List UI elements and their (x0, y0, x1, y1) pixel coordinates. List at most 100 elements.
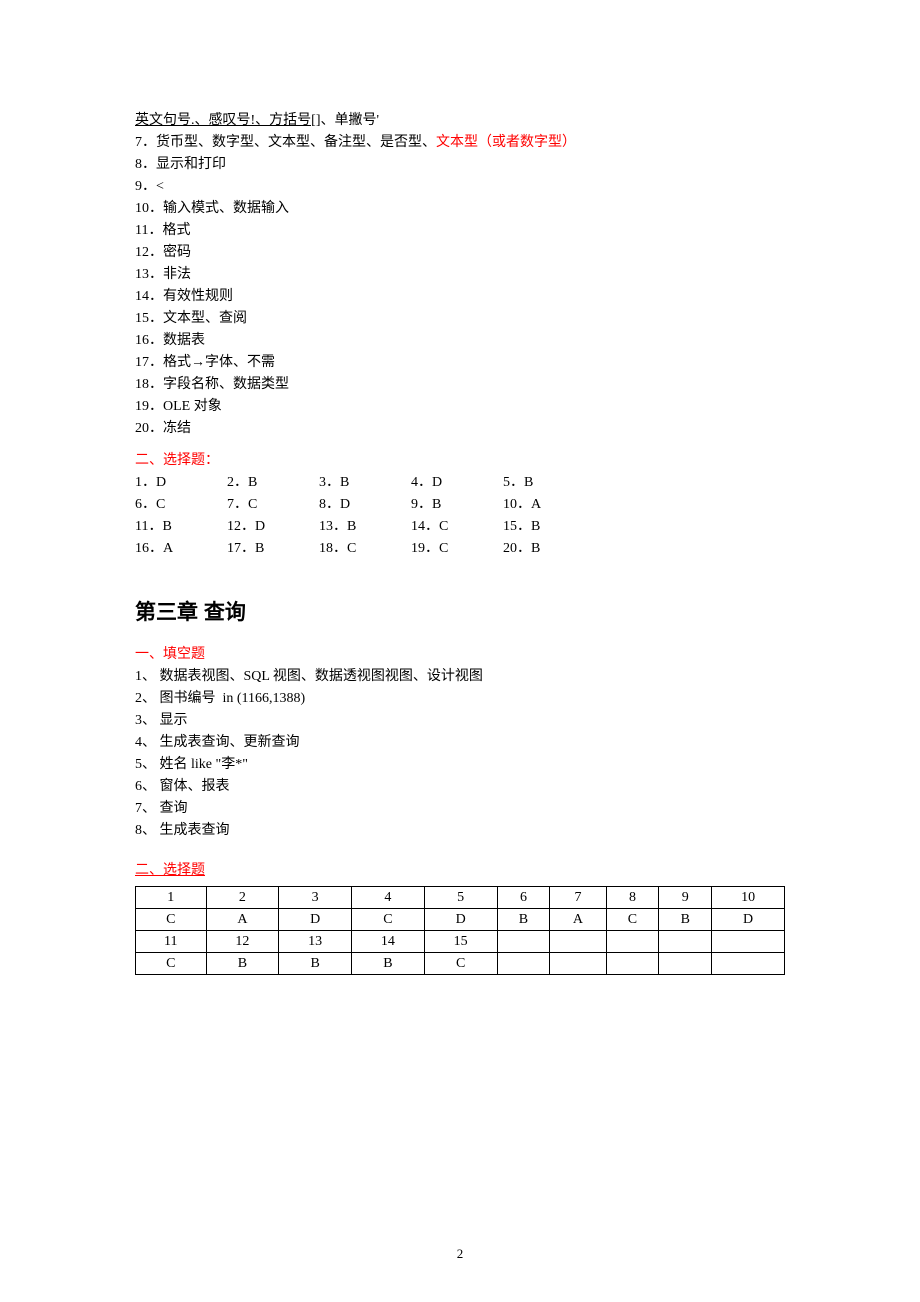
table-cell: 13 (279, 931, 352, 953)
table-cell: 9 (659, 887, 712, 909)
answer-table: 12345678910CADCDBACBD1112131415CBBBC (135, 886, 785, 975)
table-cell: B (206, 953, 279, 975)
text-line: 15．文本型、查阅 (135, 308, 785, 330)
fill-section-title: 一、填空题 (135, 644, 785, 666)
table-cell (606, 953, 659, 975)
fill-line: 7、 查询 (135, 798, 785, 820)
fill-line: 8、 生成表查询 (135, 820, 785, 842)
mc-cell: 14．C (411, 516, 503, 538)
fill-line: 6、 窗体、报表 (135, 776, 785, 798)
text-line: 英文句号.、感叹号!、方括号[]、单撇号' (135, 110, 785, 132)
fill-line: 1、 数据表视图、SQL 视图、数据透视图视图、设计视图 (135, 666, 785, 688)
table-cell: 10 (712, 887, 785, 909)
table-row: 12345678910 (136, 887, 785, 909)
table-cell: C (352, 909, 425, 931)
fill-line: 2、 图书编号 in (1166,1388) (135, 688, 785, 710)
text-line: 16．数据表 (135, 330, 785, 352)
mc-cell: 16．A (135, 538, 227, 560)
table-cell (712, 953, 785, 975)
mc-cell: 2．B (227, 472, 319, 494)
table-cell (497, 953, 550, 975)
text-span: 9．< (135, 179, 164, 194)
table-cell: D (712, 909, 785, 931)
table-cell: C (606, 909, 659, 931)
chapter-title: 第三章 查询 (135, 596, 785, 626)
text-line: 10．输入模式、数据输入 (135, 198, 785, 220)
mc-section-title: 二、选择题： (135, 450, 785, 472)
choice-section-title: 二、选择题 (135, 860, 785, 882)
table-row: CADCDBACBD (136, 909, 785, 931)
table-cell (497, 931, 550, 953)
mc-row: 11．B12．D13．B14．C15．B (135, 516, 785, 538)
table-cell: A (206, 909, 279, 931)
text-line: 7．货币型、数字型、文本型、备注型、是否型、文本型（或者数字型） (135, 132, 785, 154)
mc-cell: 7．C (227, 494, 319, 516)
fill-line: 4、 生成表查询、更新查询 (135, 732, 785, 754)
mc-cell: 19．C (411, 538, 503, 560)
text-span: 8．显示和打印 (135, 157, 226, 172)
text-line: 8．显示和打印 (135, 154, 785, 176)
table-cell: A (550, 909, 606, 931)
text-line: 18．字段名称、数据类型 (135, 374, 785, 396)
mc-cell: 8．D (319, 494, 411, 516)
table-cell: D (424, 909, 497, 931)
text-span: 、单撇号' (321, 113, 380, 128)
table-cell: 11 (136, 931, 207, 953)
table-cell: C (424, 953, 497, 975)
mc-cell: 1．D (135, 472, 227, 494)
mc-cell: 15．B (503, 516, 595, 538)
table-cell: 3 (279, 887, 352, 909)
table-cell (659, 931, 712, 953)
table-cell: B (497, 909, 550, 931)
mc-cell: 6．C (135, 494, 227, 516)
table-cell: 7 (550, 887, 606, 909)
fill-line: 3、 显示 (135, 710, 785, 732)
table-cell: B (659, 909, 712, 931)
mc-cell: 18．C (319, 538, 411, 560)
text-line: 20．冻结 (135, 418, 785, 440)
text-span: 20．冻结 (135, 421, 191, 436)
page-number: 2 (0, 1246, 920, 1262)
table-cell (606, 931, 659, 953)
text-span: 17．格式→字体、不需 (135, 355, 275, 370)
text-line: 9．< (135, 176, 785, 198)
mc-cell: 3．B (319, 472, 411, 494)
mc-cell: 17．B (227, 538, 319, 560)
text-span: 15．文本型、查阅 (135, 311, 247, 326)
text-span: 18．字段名称、数据类型 (135, 377, 289, 392)
table-cell (550, 931, 606, 953)
mc-cell: 20．B (503, 538, 595, 560)
text-line: 12．密码 (135, 242, 785, 264)
text-line: 13．非法 (135, 264, 785, 286)
mc-cell: 4．D (411, 472, 503, 494)
text-span: 文本型（或者数字型） (436, 135, 576, 150)
text-span: 7．货币型、数字型、文本型、备注型、是否型、 (135, 135, 436, 150)
table-cell: 6 (497, 887, 550, 909)
table-cell: 2 (206, 887, 279, 909)
table-cell: C (136, 909, 207, 931)
text-line: 11．格式 (135, 220, 785, 242)
mc-row: 6．C7．C8．D9．B10．A (135, 494, 785, 516)
mc-row: 16．A17．B18．C19．C20．B (135, 538, 785, 560)
table-cell (550, 953, 606, 975)
table-cell: D (279, 909, 352, 931)
table-cell: 1 (136, 887, 207, 909)
table-row: CBBBC (136, 953, 785, 975)
table-row: 1112131415 (136, 931, 785, 953)
table-cell: B (352, 953, 425, 975)
table-cell: 5 (424, 887, 497, 909)
text-span: 13．非法 (135, 267, 191, 282)
mc-cell: 10．A (503, 494, 595, 516)
table-cell: 4 (352, 887, 425, 909)
table-cell (712, 931, 785, 953)
table-cell: C (136, 953, 207, 975)
mc-cell: 9．B (411, 494, 503, 516)
mc-row: 1．D2．B3．B4．D5．B (135, 472, 785, 494)
text-span: 12．密码 (135, 245, 191, 260)
text-line: 14．有效性规则 (135, 286, 785, 308)
mc-cell: 5．B (503, 472, 595, 494)
table-cell: 8 (606, 887, 659, 909)
text-span: 英文句号.、感叹号!、方括号[] (135, 113, 321, 128)
text-span: 10．输入模式、数据输入 (135, 201, 289, 216)
text-line: 19．OLE 对象 (135, 396, 785, 418)
